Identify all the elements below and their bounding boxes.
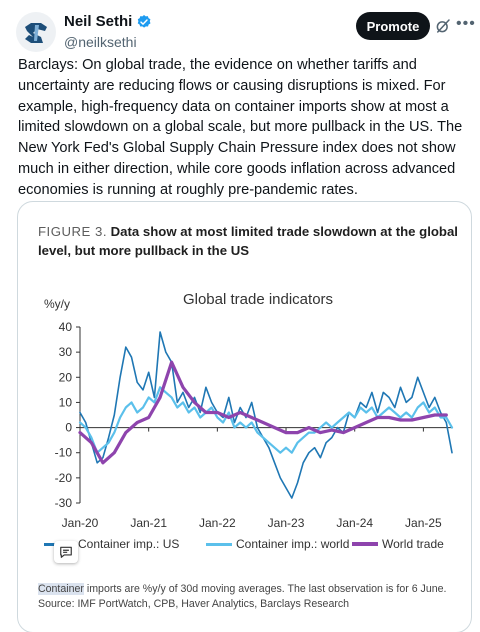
x-tick-label: Jan-22 — [199, 516, 236, 530]
figure-source: Source: IMF PortWatch, CPB, Haver Analyt… — [38, 597, 350, 610]
chart-legend: Container imp.: US Container imp.: world… — [44, 537, 471, 555]
legend-swatch-trade — [352, 542, 378, 546]
x-tick-label: Jan-25 — [405, 516, 442, 530]
legend-item-trade: World trade — [352, 537, 444, 551]
series-line-world — [78, 386, 454, 454]
legend-label-world: Container imp.: world — [236, 537, 350, 551]
note-highlighted-word: Container — [38, 583, 84, 595]
series-line-trade — [78, 360, 448, 465]
author-block: Neil Sethi @neilksethi — [64, 12, 152, 52]
x-tick-label: Jan-23 — [268, 516, 305, 530]
add-comment-icon[interactable] — [54, 541, 78, 563]
y-tick-label: 40 — [59, 320, 73, 334]
legend-label-us: Container imp.: US — [78, 537, 180, 551]
x-tick-label: Jan-20 — [62, 516, 99, 530]
figure-note: Container imports are %y/y of 30d moving… — [38, 582, 458, 611]
author-display-name[interactable]: Neil Sethi — [64, 13, 133, 30]
series-line-us — [79, 331, 453, 499]
figure-number: FIGURE 3. — [38, 224, 107, 239]
chart-title: Global trade indicators — [183, 291, 333, 308]
tweet-text: Barclays: On global trade, the evidence … — [18, 57, 463, 198]
line-chart: Global trade indicators %y/y -30 -20 -10 0 1… — [44, 291, 454, 530]
figure-title-text: Data show at most limited trade slowdown… — [38, 224, 458, 258]
avatar[interactable] — [16, 12, 56, 52]
legend-item-us: Container imp.: US — [44, 537, 179, 551]
avatar-logo-icon — [25, 23, 47, 43]
legend-swatch-world — [206, 542, 232, 546]
verified-badge-icon — [138, 15, 151, 28]
y-tick-label: 30 — [59, 345, 73, 359]
author-handle[interactable]: @neilksethi — [64, 34, 137, 50]
y-tick-label: -20 — [55, 471, 73, 485]
y-tick-label: 10 — [59, 395, 73, 409]
grok-icon[interactable] — [434, 17, 452, 35]
legend-swatch-us — [44, 542, 56, 546]
y-axis-label: %y/y — [44, 297, 70, 311]
promote-button[interactable]: Promote — [356, 12, 430, 40]
y-tick-label: 0 — [65, 421, 72, 435]
legend-label-trade: World trade — [382, 537, 444, 551]
figure-title: FIGURE 3. Data show at most limited trad… — [38, 222, 458, 260]
legend-item-world: Container imp.: world — [206, 537, 349, 551]
x-tick-label: Jan-21 — [130, 516, 167, 530]
y-tick-label: 20 — [59, 370, 73, 384]
y-tick-label: -30 — [55, 496, 73, 510]
note-text: imports are %y/y of 30d moving averages.… — [83, 583, 447, 595]
x-tick-label: Jan-24 — [336, 516, 373, 530]
more-icon[interactable]: ••• — [456, 15, 476, 32]
y-tick-label: -10 — [55, 446, 73, 460]
tweet-image-card[interactable]: FIGURE 3. Data show at most limited trad… — [17, 201, 472, 632]
